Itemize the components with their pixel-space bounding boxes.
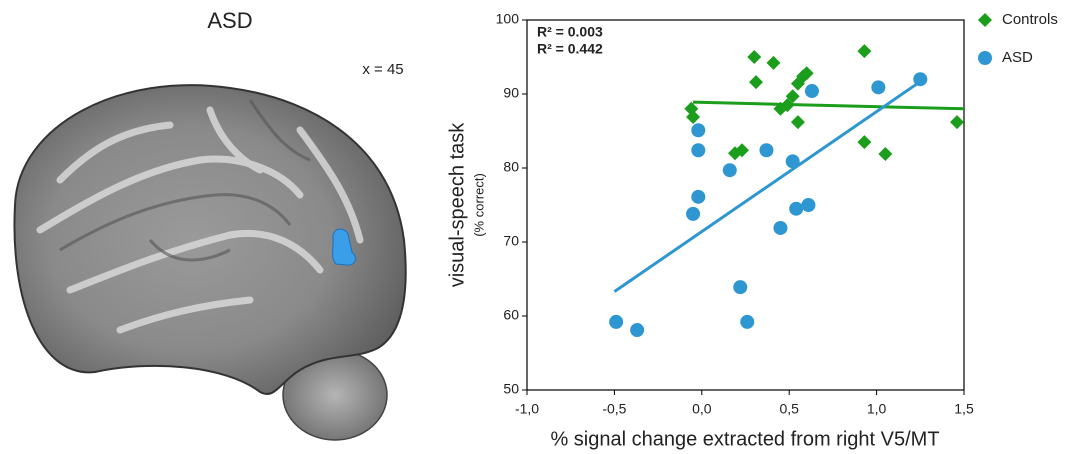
point — [857, 44, 871, 58]
slice-label: x = 45 — [362, 61, 403, 78]
x-tick-label: 1,0 — [867, 401, 887, 417]
point — [723, 163, 737, 177]
legend-label: Controls — [1002, 11, 1058, 28]
point — [789, 202, 803, 216]
x-tick-label: 0,0 — [692, 401, 712, 417]
y-tick-label: 80 — [503, 159, 519, 175]
y-axis-sublabel: (% correct) — [471, 173, 486, 237]
y-tick-label: 70 — [503, 233, 519, 249]
point — [630, 323, 644, 337]
point — [691, 190, 705, 204]
x-axis-label: % signal change extracted from right V5/… — [550, 428, 939, 450]
point — [740, 315, 754, 329]
y-axis-label: visual-speech task — [446, 122, 468, 288]
trend-line — [614, 79, 923, 291]
r-squared: R² = 0.003 — [537, 24, 603, 40]
x-tick-label: 0,5 — [779, 401, 799, 417]
point — [773, 221, 787, 235]
y-tick-label: 50 — [503, 381, 519, 397]
point — [749, 75, 763, 89]
x-tick-label: 1,5 — [954, 401, 974, 417]
legend-label: ASD — [1002, 49, 1033, 66]
brain-image — [14, 85, 405, 440]
trend-line — [693, 102, 964, 109]
point — [950, 115, 964, 129]
panel-title: ASD — [207, 8, 252, 33]
point — [791, 115, 805, 129]
point — [766, 56, 780, 70]
point — [871, 80, 885, 94]
y-tick-label: 60 — [503, 307, 519, 323]
point — [733, 280, 747, 294]
point — [759, 143, 773, 157]
point — [691, 123, 705, 137]
figure: ASD x = 45 % signal change extracted fro… — [0, 0, 1072, 454]
legend-marker — [978, 13, 992, 27]
y-tick-label: 100 — [496, 11, 520, 27]
x-tick-label: -1,0 — [515, 401, 539, 417]
point — [747, 50, 761, 64]
point — [878, 147, 892, 161]
y-tick-label: 90 — [503, 85, 519, 101]
point — [805, 84, 819, 98]
x-tick-label: -0,5 — [602, 401, 626, 417]
point — [691, 143, 705, 157]
point — [857, 135, 871, 149]
point — [686, 207, 700, 221]
legend-marker — [978, 51, 992, 65]
point — [801, 198, 815, 212]
r-squared: R² = 0.442 — [537, 41, 603, 57]
plot-frame — [527, 20, 964, 390]
point — [609, 315, 623, 329]
page: {"brain_panel": {"title": "ASD", "slice_… — [0, 0, 1072, 454]
